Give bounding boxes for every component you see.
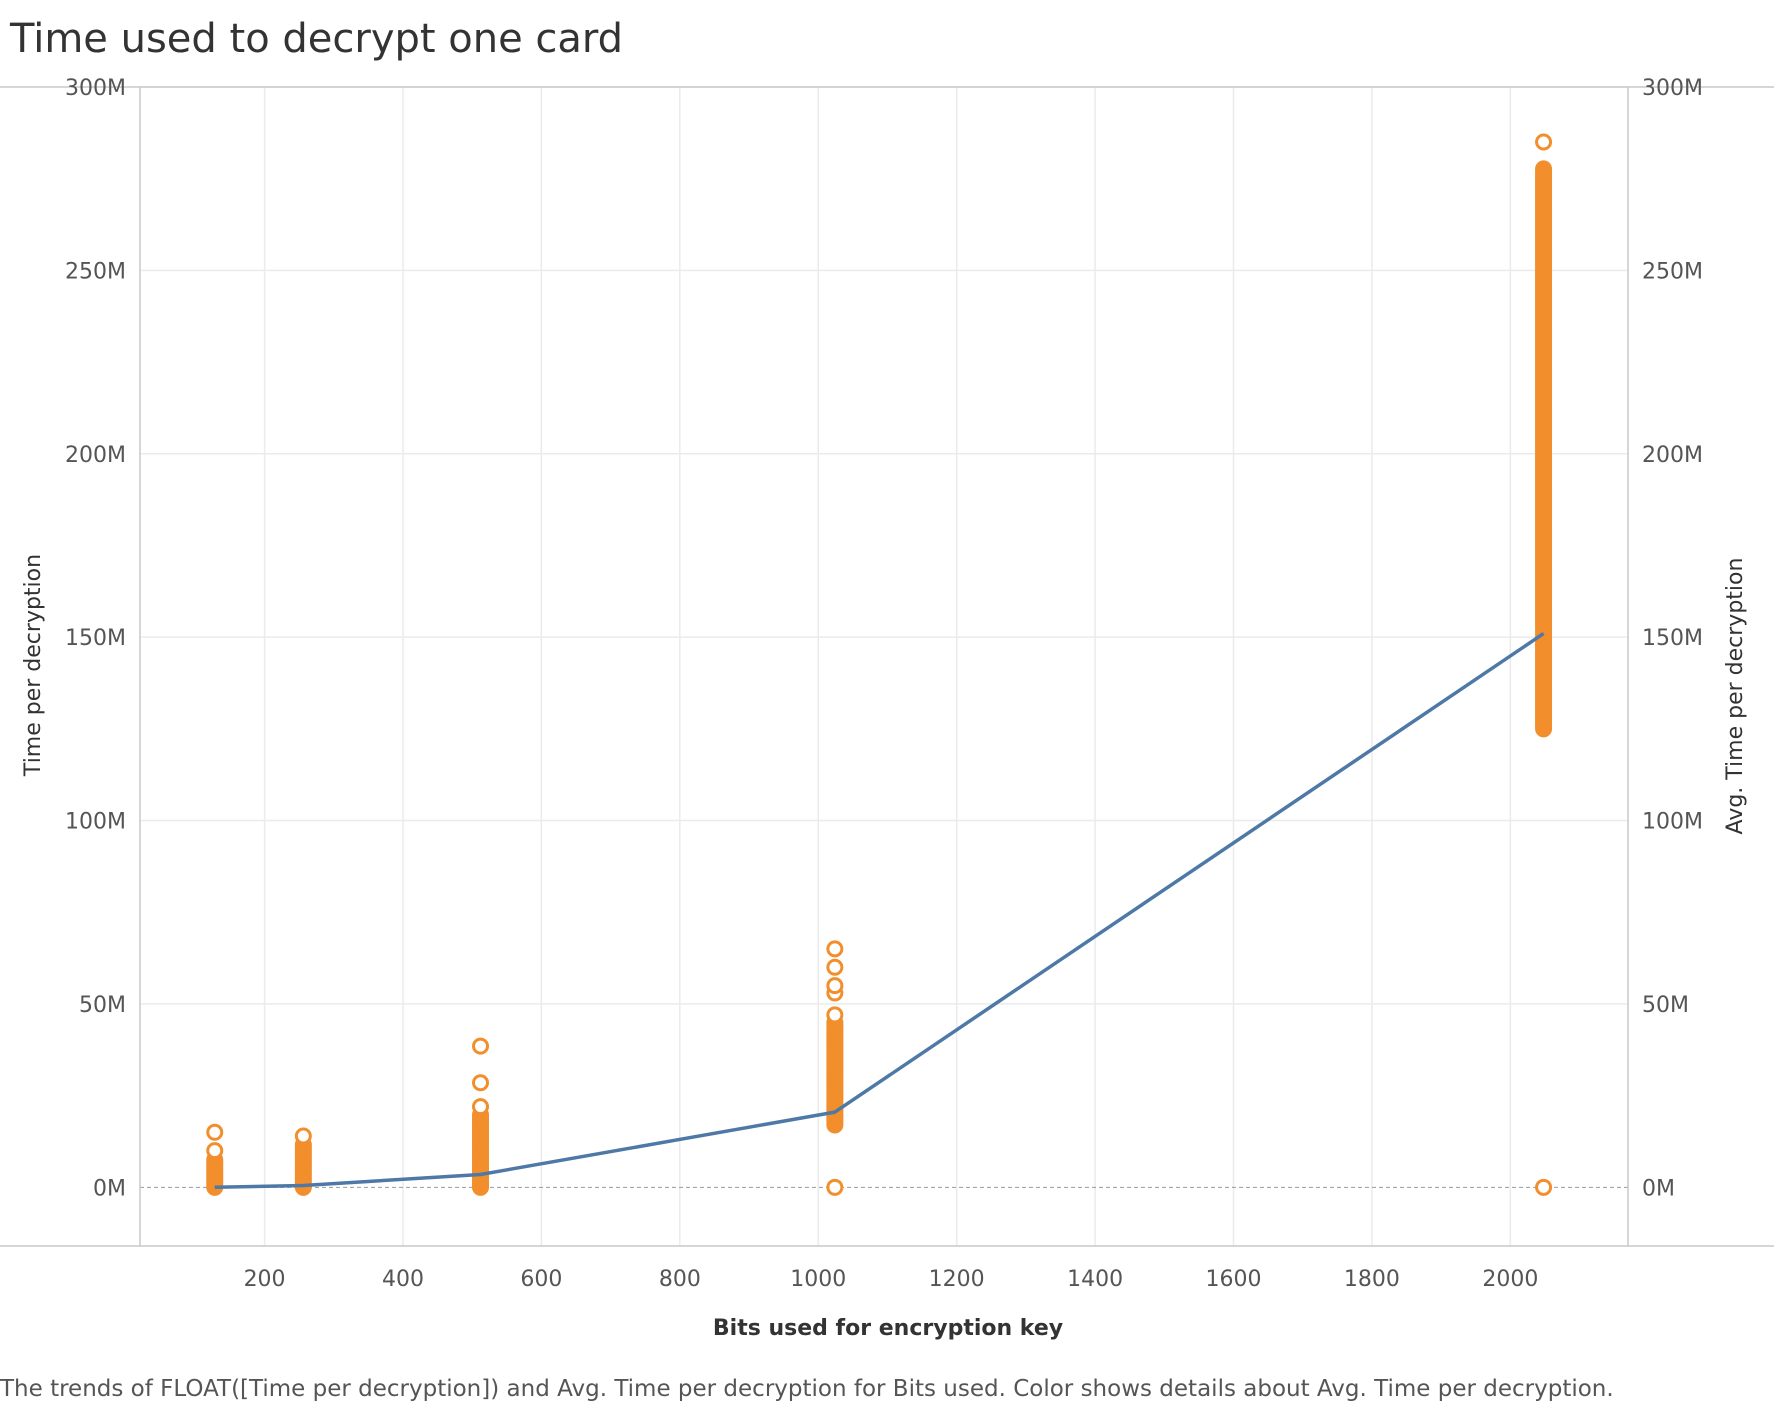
- data-point[interactable]: [826, 977, 844, 995]
- grid: [140, 86, 1628, 1246]
- y-tick-label-right: 250M: [1642, 259, 1703, 284]
- x-tick-label: 2000: [1482, 1267, 1538, 1292]
- data-point[interactable]: [826, 940, 844, 958]
- x-tick-label: 200: [244, 1267, 286, 1292]
- chart: 0M 50M 100M 150M 200M 250M 300M 0M 50M 100M 150M 2…: [0, 76, 1774, 1341]
- data-point[interactable]: [1535, 160, 1553, 178]
- scatter-points[interactable]: [206, 133, 1553, 1196]
- data-point[interactable]: [472, 1037, 490, 1055]
- data-point[interactable]: [826, 958, 844, 976]
- y-tick-label-right: 100M: [1642, 810, 1703, 835]
- y-tick-label-left: 250M: [65, 259, 126, 284]
- data-point[interactable]: [826, 1178, 844, 1196]
- y2-axis-title: Avg. Time per decryption: [1723, 558, 1748, 835]
- y-tick-label-left: 50M: [79, 993, 126, 1018]
- data-point[interactable]: [1535, 133, 1553, 151]
- data-point[interactable]: [206, 1142, 224, 1160]
- x-tick-label: 1600: [1206, 1267, 1262, 1292]
- plot-frame: [0, 86, 1774, 1247]
- avg-trend-line[interactable]: [214, 632, 1545, 1190]
- y-tick-label-left: 100M: [65, 810, 126, 835]
- y-axis-title: Time per decryption: [21, 554, 46, 777]
- y-axis-right: 0M 50M 100M 150M 200M 250M 300M: [1642, 76, 1703, 1201]
- x-tick-label: 400: [382, 1267, 424, 1292]
- x-axis-title: Bits used for encryption key: [713, 1316, 1063, 1341]
- y-tick-label-right: 200M: [1642, 443, 1703, 468]
- chart-caption: The trends of FLOAT([Time per decryption…: [0, 1376, 1614, 1402]
- y-tick-label-left: 150M: [65, 626, 126, 651]
- avg-line[interactable]: [214, 632, 1545, 1190]
- data-point[interactable]: [206, 1123, 224, 1141]
- data-point[interactable]: [472, 1098, 490, 1116]
- x-tick-label: 1800: [1344, 1267, 1400, 1292]
- x-tick-label: 1200: [929, 1267, 985, 1292]
- x-axis: 200 400 600 800 1000 1200 1400 1600 1800 2000: [244, 1267, 1539, 1292]
- data-point[interactable]: [826, 1006, 844, 1024]
- x-tick-label: 800: [659, 1267, 701, 1292]
- y-tick-label-left: 200M: [65, 443, 126, 468]
- data-point[interactable]: [1535, 1178, 1553, 1196]
- y-tick-label-left: 300M: [65, 76, 126, 101]
- y-tick-label-right: 0M: [1642, 1176, 1675, 1201]
- data-point[interactable]: [472, 1074, 490, 1092]
- data-point[interactable]: [294, 1127, 312, 1145]
- y-tick-label-left: 0M: [93, 1176, 126, 1201]
- y-tick-label-right: 150M: [1642, 626, 1703, 651]
- y-tick-label-right: 300M: [1642, 76, 1703, 101]
- x-tick-label: 600: [520, 1267, 562, 1292]
- y-tick-label-right: 50M: [1642, 993, 1689, 1018]
- page-title: Time used to decrypt one card: [10, 16, 624, 62]
- x-tick-label: 1000: [790, 1267, 846, 1292]
- x-tick-label: 1400: [1067, 1267, 1123, 1292]
- y-axis-left: 0M 50M 100M 150M 200M 250M 300M: [65, 76, 126, 1201]
